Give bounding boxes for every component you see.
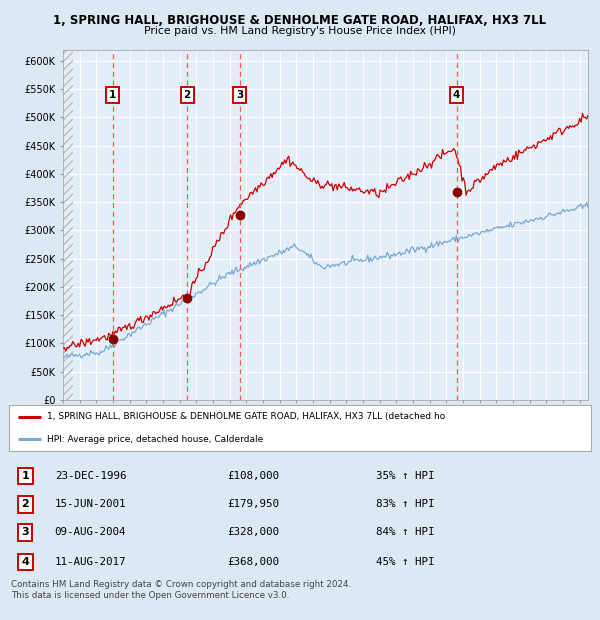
Text: 3: 3	[236, 90, 244, 100]
Text: 1, SPRING HALL, BRIGHOUSE & DENHOLME GATE ROAD, HALIFAX, HX3 7LL (detached ho: 1, SPRING HALL, BRIGHOUSE & DENHOLME GAT…	[47, 412, 445, 422]
Text: 1: 1	[109, 90, 116, 100]
Text: 4: 4	[22, 557, 29, 567]
Text: Price paid vs. HM Land Registry's House Price Index (HPI): Price paid vs. HM Land Registry's House …	[144, 26, 456, 36]
Text: 84% ↑ HPI: 84% ↑ HPI	[376, 528, 434, 538]
Text: £328,000: £328,000	[227, 528, 280, 538]
Text: 2: 2	[22, 499, 29, 509]
Text: 83% ↑ HPI: 83% ↑ HPI	[376, 499, 434, 509]
Text: 1, SPRING HALL, BRIGHOUSE & DENHOLME GATE ROAD, HALIFAX, HX3 7LL: 1, SPRING HALL, BRIGHOUSE & DENHOLME GAT…	[53, 14, 547, 27]
Text: Contains HM Land Registry data © Crown copyright and database right 2024.
This d: Contains HM Land Registry data © Crown c…	[11, 580, 351, 600]
Text: £108,000: £108,000	[227, 471, 280, 481]
Text: 45% ↑ HPI: 45% ↑ HPI	[376, 557, 434, 567]
Text: £179,950: £179,950	[227, 499, 280, 509]
Bar	[63, 50, 73, 400]
Text: 3: 3	[22, 528, 29, 538]
Text: 2: 2	[184, 90, 191, 100]
Text: 4: 4	[453, 90, 460, 100]
Text: 1: 1	[22, 471, 29, 481]
Text: 15-JUN-2001: 15-JUN-2001	[55, 499, 126, 509]
Text: 23-DEC-1996: 23-DEC-1996	[55, 471, 126, 481]
Text: 11-AUG-2017: 11-AUG-2017	[55, 557, 126, 567]
Text: £368,000: £368,000	[227, 557, 280, 567]
Text: 09-AUG-2004: 09-AUG-2004	[55, 528, 126, 538]
Text: 35% ↑ HPI: 35% ↑ HPI	[376, 471, 434, 481]
Text: HPI: Average price, detached house, Calderdale: HPI: Average price, detached house, Cald…	[47, 435, 263, 444]
